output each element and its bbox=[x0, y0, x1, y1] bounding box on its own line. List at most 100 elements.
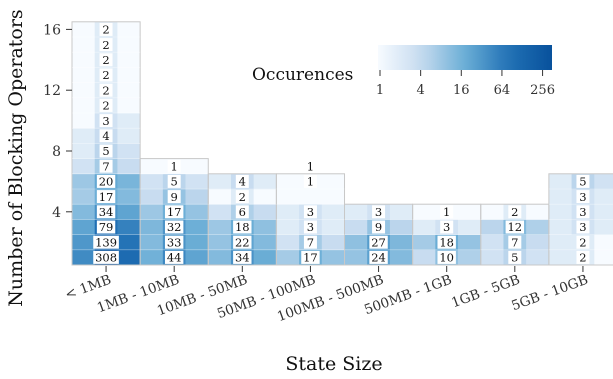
count-label: 3 bbox=[372, 205, 386, 219]
count-label: 18 bbox=[437, 235, 456, 249]
count-label-bg bbox=[93, 250, 119, 264]
count-label: 2 bbox=[99, 68, 113, 82]
legend-tick-label: 256 bbox=[530, 83, 555, 98]
count-label-bg bbox=[96, 174, 116, 188]
count-label-bg bbox=[508, 235, 522, 249]
heat-cell bbox=[389, 219, 413, 235]
count-label-text: 3 bbox=[307, 205, 314, 219]
heat-cell bbox=[548, 234, 572, 251]
count-label: 22 bbox=[233, 235, 252, 249]
count-label: 3 bbox=[303, 220, 317, 234]
count-label-bg bbox=[167, 159, 181, 173]
heat-cell bbox=[117, 189, 141, 205]
count-label: 3 bbox=[576, 220, 590, 234]
heat-cell bbox=[389, 234, 413, 251]
count-label-text: 308 bbox=[95, 251, 117, 265]
count-label-bg bbox=[576, 220, 590, 234]
count-label-text: 24 bbox=[371, 251, 386, 265]
count-label: 34 bbox=[96, 205, 116, 219]
count-label-bg bbox=[372, 205, 386, 219]
count-label-text: 22 bbox=[235, 235, 250, 249]
count-label-text: 4 bbox=[102, 129, 109, 143]
heat-cell bbox=[412, 234, 436, 251]
count-label: 18 bbox=[233, 220, 252, 234]
count-label-text: 2 bbox=[102, 23, 109, 37]
count-label-text: 34 bbox=[235, 251, 250, 265]
count-label-bg bbox=[167, 190, 181, 204]
count-label: 33 bbox=[164, 235, 184, 249]
heat-cell bbox=[185, 204, 209, 220]
heat-cell bbox=[253, 219, 277, 235]
count-label-bg bbox=[303, 220, 317, 234]
heat-cell bbox=[72, 37, 96, 53]
heat-cell bbox=[321, 173, 345, 190]
heat-cell bbox=[208, 219, 232, 235]
count-label-bg bbox=[576, 235, 590, 249]
count-label: 1 bbox=[167, 159, 181, 173]
heat-cell bbox=[185, 173, 209, 190]
heat-cell bbox=[344, 204, 368, 220]
count-label-text: 79 bbox=[99, 220, 114, 234]
count-label-bg bbox=[99, 83, 113, 97]
count-label-bg bbox=[369, 250, 388, 264]
heat-cell bbox=[594, 173, 613, 190]
heat-cell bbox=[72, 113, 96, 129]
count-label-text: 9 bbox=[171, 190, 178, 204]
count-label-bg bbox=[233, 235, 252, 249]
count-label-bg bbox=[235, 174, 249, 188]
heat-cell bbox=[321, 204, 345, 220]
heat-cell bbox=[117, 52, 141, 68]
count-label: 4 bbox=[235, 174, 249, 189]
count-label-bg bbox=[99, 98, 113, 112]
count-label: 44 bbox=[164, 251, 184, 265]
y-axis: 4 8 12 16 bbox=[43, 22, 72, 221]
count-label: 17 bbox=[164, 205, 184, 219]
count-label: 32 bbox=[164, 220, 184, 234]
count-label-bg bbox=[99, 68, 113, 82]
count-label-bg bbox=[508, 250, 522, 264]
count-label: 24 bbox=[369, 250, 388, 265]
count-label-text: 1 bbox=[307, 159, 314, 173]
heat-cell bbox=[344, 234, 368, 251]
count-label-bg bbox=[99, 129, 113, 143]
count-label-text: 3 bbox=[579, 220, 586, 234]
heat-cell bbox=[253, 189, 277, 205]
count-label: 12 bbox=[505, 220, 525, 234]
heat-cell bbox=[117, 158, 141, 175]
legend-tick-label: 16 bbox=[453, 83, 470, 98]
heat-cell bbox=[458, 249, 482, 266]
heat-cell bbox=[72, 21, 96, 38]
count-label-text: 2 bbox=[102, 83, 109, 97]
count-label-bg bbox=[235, 205, 249, 219]
count-label: 7 bbox=[508, 235, 522, 249]
x-axis-title: State Size bbox=[285, 353, 382, 375]
count-label-text: 5 bbox=[102, 144, 109, 158]
count-label-bg bbox=[96, 190, 116, 204]
heat-cell bbox=[548, 173, 572, 190]
count-label-bg bbox=[233, 250, 252, 264]
count-label-text: 1 bbox=[443, 205, 450, 219]
heat-cell bbox=[480, 204, 504, 220]
count-label-text: 2 bbox=[239, 190, 246, 204]
count-label-bg bbox=[96, 205, 116, 219]
count-label: 4 bbox=[99, 129, 113, 143]
heat-cell bbox=[480, 234, 504, 251]
count-label: 2 bbox=[508, 205, 522, 219]
count-label-bg bbox=[576, 250, 590, 264]
legend-tick-label: 64 bbox=[494, 83, 511, 98]
heat-cell bbox=[526, 249, 550, 266]
heat-cell bbox=[526, 234, 550, 251]
heat-cell bbox=[140, 249, 164, 266]
heat-cell bbox=[321, 234, 345, 251]
count-label: 34 bbox=[233, 250, 252, 265]
heat-cell bbox=[208, 234, 232, 251]
x-tick-label: 5GB - 10GB bbox=[509, 272, 590, 315]
count-label-text: 2 bbox=[579, 235, 586, 249]
count-label-bg bbox=[99, 38, 113, 52]
count-label-bg bbox=[437, 250, 456, 264]
heat-cell bbox=[458, 219, 482, 235]
count-label-bg bbox=[508, 205, 522, 219]
count-label: 139 bbox=[93, 235, 119, 249]
